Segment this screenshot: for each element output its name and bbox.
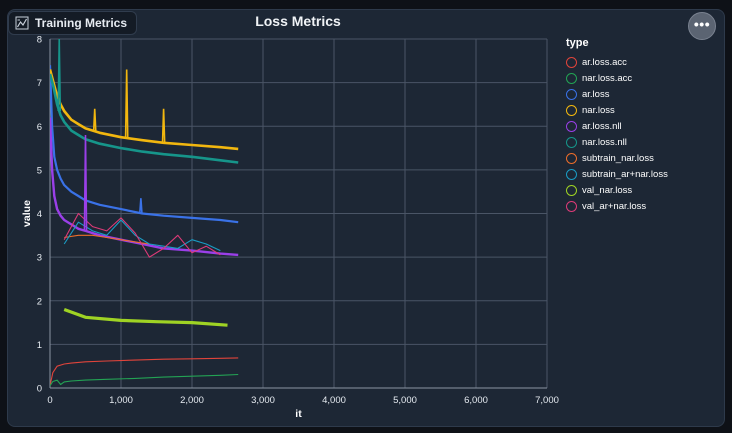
legend-label: nar.loss (582, 104, 615, 116)
x-tick-label: 5,000 (393, 395, 417, 406)
legend-item[interactable]: ar.loss.acc (566, 54, 668, 70)
legend-item[interactable]: subtrain_ar+nar.loss (566, 166, 668, 182)
legend-swatch-icon (566, 184, 577, 196)
series-line-subtrain-nar-loss (64, 234, 150, 245)
series-line-ar-loss (50, 65, 239, 224)
series-line-nar-loss-acc (50, 373, 239, 387)
series-line-subtrain-ar-nar-loss (63, 219, 221, 252)
legend-item[interactable]: nar.loss (566, 102, 668, 118)
legend-swatch-icon (566, 104, 577, 116)
series-line-ar-loss-nll (50, 117, 239, 257)
series-line-ar-loss-acc (50, 357, 239, 386)
more-menu-button[interactable]: ••• (688, 12, 716, 40)
y-axis-title: value (21, 200, 33, 227)
legend-label: val_ar+nar.loss (582, 200, 647, 212)
series-line-nar-loss-nll (50, 73, 239, 164)
y-tick-label: 4 (37, 209, 42, 220)
y-tick-label: 2 (37, 296, 42, 307)
y-tick-label: 7 (37, 78, 42, 89)
chart-icon (15, 16, 29, 30)
x-tick-label: 2,000 (180, 395, 204, 406)
y-tick-label: 3 (37, 253, 42, 264)
y-tick-label: 1 (37, 340, 42, 351)
legend-item[interactable]: val_ar+nar.loss (566, 198, 668, 214)
panel-badge-label: Training Metrics (35, 16, 128, 30)
more-dots-icon: ••• (693, 16, 711, 32)
legend-label: nar.loss.nll (582, 136, 627, 148)
legend-swatch-icon (566, 168, 577, 180)
legend-item[interactable]: nar.loss.nll (566, 134, 668, 150)
legend-swatch-icon (566, 120, 577, 132)
spike-mark (139, 198, 143, 214)
x-tick-label: 3,000 (251, 395, 275, 406)
legend-swatch-icon (566, 136, 577, 148)
x-tick-label: 6,000 (464, 395, 488, 406)
legend-swatch-icon (566, 200, 577, 212)
legend-swatch-icon (566, 152, 577, 164)
panel-badge[interactable]: Training Metrics (8, 11, 138, 35)
legend-swatch-icon (566, 72, 577, 84)
legend-label: ar.loss.nll (582, 120, 622, 132)
legend-swatch-icon (566, 88, 577, 100)
y-tick-label: 5 (37, 165, 42, 176)
x-tick-label: 4,000 (322, 395, 346, 406)
legend-title: type (566, 37, 589, 49)
legend-item[interactable]: nar.loss.acc (566, 70, 668, 86)
spike-mark (83, 134, 88, 231)
legend-label: ar.loss (582, 88, 610, 100)
legend-label: subtrain_nar.loss (582, 152, 654, 164)
x-axis-title: it (295, 408, 302, 420)
x-tick-label: 1,000 (109, 395, 133, 406)
legend-item[interactable]: val_nar.loss (566, 182, 668, 198)
y-tick-label: 0 (37, 384, 42, 395)
series-line-nar-loss (50, 69, 239, 151)
spike-mark (124, 69, 129, 138)
x-tick-label: 7,000 (535, 395, 559, 406)
spike-mark (92, 108, 97, 132)
legend-label: val_nar.loss (582, 184, 633, 196)
spike-mark (57, 38, 62, 111)
y-tick-label: 6 (37, 122, 42, 133)
y-tick-label: 8 (37, 35, 42, 46)
legend-item[interactable]: ar.loss (566, 86, 668, 102)
legend: type ar.loss.acc nar.loss.acc ar.loss nar.l… (566, 37, 668, 214)
legend-item[interactable]: subtrain_nar.loss (566, 150, 668, 166)
x-tick-label: 0 (47, 395, 52, 406)
series-line-val-nar-loss (63, 307, 228, 327)
legend-label: nar.loss.acc (582, 72, 633, 84)
chart-title: Loss Metrics (255, 13, 341, 29)
series-line-val-ar-nar-loss (63, 212, 221, 258)
legend-label: subtrain_ar+nar.loss (582, 168, 668, 180)
legend-swatch-icon (566, 56, 577, 68)
legend-label: ar.loss.acc (582, 56, 627, 68)
legend-item[interactable]: ar.loss.nll (566, 118, 668, 134)
spike-mark (161, 108, 166, 143)
